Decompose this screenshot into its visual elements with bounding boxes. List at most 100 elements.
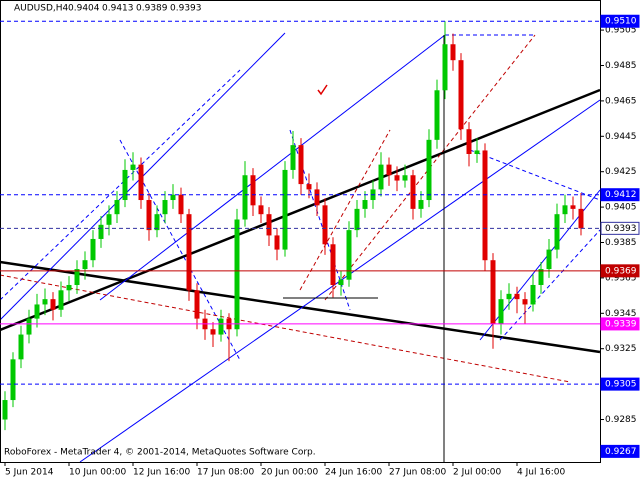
candle-body bbox=[58, 290, 64, 310]
price-level-box bbox=[600, 444, 640, 458]
y-tick-label: 0.9365 bbox=[605, 273, 637, 283]
candle-body bbox=[2, 400, 8, 420]
candle-body bbox=[314, 189, 320, 206]
price-level-box bbox=[600, 377, 640, 391]
footer: RoboForex - MetaTrader 4, © 2001-2014, M… bbox=[4, 448, 316, 458]
x-tick-label: 27 Jun 08:00 bbox=[389, 468, 446, 478]
candle-body bbox=[130, 164, 136, 170]
candle-body bbox=[146, 200, 152, 231]
channel-line bbox=[99, 34, 446, 301]
candle-body bbox=[258, 205, 264, 215]
y-tick-label: 0.9445 bbox=[605, 132, 637, 142]
candle-body bbox=[458, 60, 464, 130]
y-tick-label: 0.9425 bbox=[605, 167, 637, 177]
symbol: AUDUSD,H4 bbox=[14, 4, 69, 14]
candle-body bbox=[330, 244, 336, 285]
candle-body bbox=[66, 284, 72, 291]
last-close: 0.9393 bbox=[170, 4, 202, 14]
y-tick-label: 0.9465 bbox=[605, 96, 637, 106]
candle-body bbox=[410, 175, 416, 209]
x-tick-label: 24 Jun 16:00 bbox=[325, 468, 382, 478]
price-level-label: 0.9510 bbox=[605, 17, 637, 27]
x-tick-label: 10 Jun 00:00 bbox=[69, 468, 126, 478]
candle-body bbox=[546, 249, 552, 270]
x-tick-label: 5 Jun 2014 bbox=[5, 468, 54, 478]
target-line bbox=[0, 274, 571, 383]
price-level-label: 0.9267 bbox=[605, 447, 637, 457]
candle-body bbox=[34, 304, 40, 319]
candle-body bbox=[122, 169, 128, 201]
candle-body bbox=[170, 194, 176, 201]
candle-body bbox=[506, 293, 512, 300]
candle-body bbox=[498, 299, 504, 324]
candle-body bbox=[426, 139, 432, 201]
candle-body bbox=[570, 205, 576, 209]
price-level-box bbox=[600, 264, 640, 278]
candle-body bbox=[82, 260, 88, 270]
candle-body bbox=[490, 260, 496, 324]
candle-body bbox=[322, 205, 328, 245]
candle-body bbox=[42, 299, 48, 305]
candle-body bbox=[466, 129, 472, 154]
candle-body bbox=[450, 44, 456, 61]
price-level-label: 0.9369 bbox=[605, 266, 637, 276]
price-level-box bbox=[600, 14, 640, 28]
candle-body bbox=[10, 359, 16, 401]
candle-body bbox=[362, 200, 368, 209]
candle-body bbox=[242, 175, 248, 220]
candle-body bbox=[522, 299, 528, 305]
candle-body bbox=[154, 214, 160, 231]
last-high: 0.9413 bbox=[102, 4, 134, 14]
candle-body bbox=[74, 269, 80, 285]
candle-body bbox=[434, 90, 440, 140]
candle-body bbox=[538, 269, 544, 285]
candle-body bbox=[50, 299, 56, 310]
check-mark bbox=[317, 84, 328, 96]
x-tick-label: 12 Jun 16:00 bbox=[133, 468, 190, 478]
x-tick-label: 4 Jul 16:00 bbox=[517, 468, 566, 478]
candle-body bbox=[482, 150, 488, 261]
price-level-label: 0.9393 bbox=[605, 224, 637, 234]
candle-body bbox=[514, 293, 520, 300]
candle-body bbox=[114, 200, 120, 215]
price-level-label: 0.9339 bbox=[605, 319, 637, 329]
trendline bbox=[0, 260, 601, 354]
y-tick-label: 0.9285 bbox=[605, 415, 637, 425]
candle-body bbox=[210, 329, 216, 335]
candle-body bbox=[106, 214, 112, 225]
candle-body bbox=[306, 184, 312, 190]
candle-body bbox=[266, 214, 272, 236]
channel-line bbox=[469, 149, 601, 201]
candle-body bbox=[178, 194, 184, 215]
candle-body bbox=[274, 235, 280, 250]
y-tick-label: 0.9485 bbox=[605, 61, 637, 71]
last-low: 0.9389 bbox=[136, 4, 168, 14]
y-tick-label: 0.9405 bbox=[605, 203, 637, 213]
trendline bbox=[0, 88, 601, 332]
channel-line bbox=[499, 229, 601, 341]
candle-body bbox=[298, 145, 304, 185]
candle-body bbox=[18, 334, 24, 360]
candle-body bbox=[418, 200, 424, 209]
candle-body bbox=[474, 150, 480, 154]
candle-body bbox=[90, 238, 96, 261]
price-level-label: 0.9305 bbox=[605, 380, 637, 390]
candle-body bbox=[394, 175, 400, 181]
candle-body bbox=[162, 200, 168, 215]
price-level-box bbox=[600, 317, 640, 331]
candle-body bbox=[218, 318, 224, 335]
x-tick-label: 2 Jul 00:00 bbox=[453, 468, 502, 478]
candle-body bbox=[554, 214, 560, 250]
last-open: 0.9404 bbox=[68, 4, 100, 14]
candle-body bbox=[26, 318, 32, 335]
candle-body bbox=[378, 164, 384, 190]
price-level-box bbox=[600, 188, 640, 202]
candle-body bbox=[578, 208, 584, 229]
candle-body bbox=[562, 205, 568, 215]
price-level-label: 0.9412 bbox=[605, 190, 637, 200]
candle-body bbox=[402, 175, 408, 181]
candle-body bbox=[250, 175, 256, 206]
candle-body bbox=[530, 284, 536, 305]
